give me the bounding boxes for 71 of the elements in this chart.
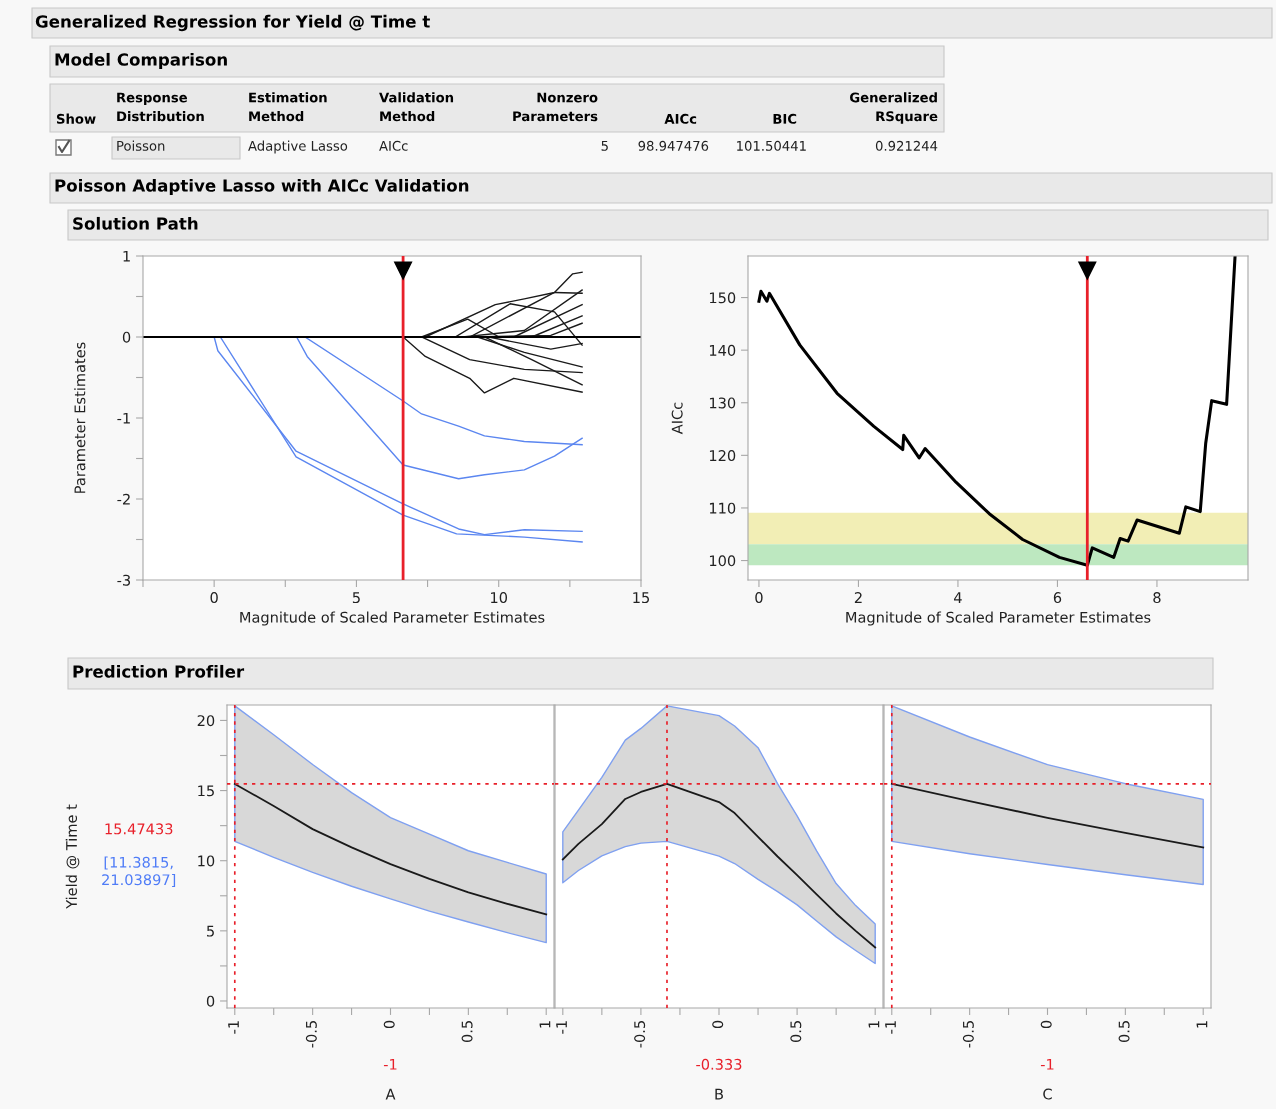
text: Estimation Method [249,92,327,122]
text: Show [56,113,96,124]
x-tick-label: -0.5 [962,1021,974,1048]
x-tick-label: -1 [228,1021,239,1034]
x-tick-label: 15 [633,592,649,604]
y-tick-label: 10 [198,855,215,867]
text: Poisson Adaptive Lasso with AICc Validation [55,178,469,196]
text: [11.3815, 21.03897] [102,856,176,887]
ref-line-label: -1 [383,1058,397,1070]
x-axis-title: C [1043,1088,1052,1100]
y-tick-label: 140 [709,344,736,356]
text: 101.50441 [737,140,806,151]
y-tick-label: 110 [709,502,736,514]
y-tick-label: 0 [122,331,131,343]
y-tick-label: 100 [709,555,736,567]
text: Poisson [117,140,165,151]
x-tick-label: 4 [954,592,962,603]
y-tick-label: 5 [207,925,214,937]
x-tick-label: 2 [854,592,862,603]
x-tick-label: 0.5 [1118,1021,1130,1043]
x-tick-label: 1 [1196,1021,1208,1028]
x-tick-label: 5 [352,592,360,604]
y-tick-label: 1 [123,250,130,262]
x-tick-label: 1 [539,1021,551,1028]
ref-line-label: 15.47433 [105,823,173,835]
x-tick-label: 0 [755,592,763,604]
ref-line-label: -0.333 [696,1058,742,1070]
x-tick-label: -1 [885,1021,896,1034]
text: Generalized Regression for Yield @ Time t [35,14,430,32]
x-axis-title: Magnitude of Scaled Parameter Estimates [240,611,545,626]
x-tick-label: -0.5 [634,1021,646,1048]
y-axis-title: Parameter Estimates [74,342,86,493]
y-tick-label: 120 [709,450,736,462]
text: Adaptive Lasso [248,140,348,154]
x-tick-label: 0.5 [461,1021,473,1043]
x-tick-label: 0 [1040,1020,1052,1029]
x-axis-title: A [385,1088,396,1100]
y-tick-label: 130 [709,397,736,409]
y-tick-label: 15 [198,785,214,797]
text: AICc [664,113,697,124]
text: 98.947476 [638,140,709,151]
x-tick-label: 0.5 [790,1021,802,1043]
x-tick-label: 1 [868,1021,880,1028]
x-axis-title: B [715,1088,723,1100]
x-axis-title: Magnitude of Scaled Parameter Estimates [846,611,1151,626]
text: Solution Path [73,216,198,230]
y-tick-label: -3 [117,574,131,586]
text: AICc [379,140,408,151]
text: 0.921244 [875,140,938,151]
y-tick-label: -2 [117,493,130,505]
y-tick-label: 20 [197,715,215,727]
x-tick-label: 6 [1053,592,1062,604]
y-tick-label: 150 [709,292,736,304]
x-tick-label: 0 [383,1020,395,1029]
text: 5 [601,141,608,151]
y-tick-label: 0 [206,995,215,1007]
text: Generalized RSquare [850,92,938,124]
y-tick-label: -1 [117,412,130,424]
text: Validation Method [379,92,454,122]
x-tick-label: -0.5 [305,1021,317,1048]
ref-line-label: -1 [1040,1058,1054,1070]
x-tick-label: 8 [1153,592,1161,604]
text: Model Comparison [55,52,227,70]
text: BIC [773,113,797,124]
text: Nonzero Parameters [513,92,598,122]
text: Response Distribution [117,92,204,122]
x-tick-label: 10 [491,592,508,604]
y-axis-title: Yield @ Time t [65,804,80,909]
x-tick-label: -1 [556,1021,567,1034]
y-axis-title: AICc [671,402,683,435]
text: Prediction Profiler [73,664,245,678]
